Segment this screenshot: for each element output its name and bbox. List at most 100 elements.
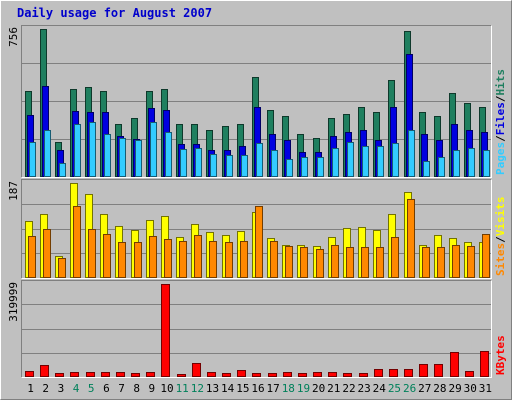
bar-kbytes-12 — [192, 363, 201, 377]
x-tick-label: 3 — [58, 382, 65, 395]
bar-kbytes-20 — [313, 372, 322, 377]
bar-sites-26 — [407, 199, 415, 278]
bar-sites-27 — [422, 247, 430, 278]
bar-kbytes-22 — [343, 373, 352, 377]
bar-pages-11 — [180, 149, 187, 177]
bar-sites-3 — [58, 258, 66, 278]
bar-kbytes-14 — [222, 373, 231, 377]
bar-pages-16 — [256, 143, 263, 177]
legend-label: / — [494, 236, 507, 243]
x-tick-label: 30 — [464, 382, 477, 395]
bar-pages-24 — [377, 146, 384, 177]
x-tick-label: 17 — [267, 382, 280, 395]
bar-pages-5 — [89, 122, 96, 177]
bar-pages-17 — [271, 150, 278, 177]
bar-pages-31 — [483, 150, 490, 177]
bar-sites-31 — [482, 234, 490, 278]
bar-kbytes-11 — [177, 374, 186, 377]
bar-sites-21 — [331, 245, 339, 278]
bar-sites-23 — [361, 247, 369, 278]
x-tick-label: 26 — [403, 382, 416, 395]
panel-border-dark — [21, 179, 492, 279]
x-tick-label: 31 — [479, 382, 492, 395]
bar-kbytes-21 — [328, 372, 337, 377]
bar-pages-1 — [29, 142, 36, 177]
series-kbytes — [25, 284, 489, 377]
bar-pages-20 — [317, 157, 324, 177]
bar-kbytes-4 — [70, 372, 79, 377]
bar-kbytes-24 — [374, 369, 383, 377]
bar-kbytes-23 — [359, 373, 368, 377]
side-legend-requests: Pages/Files/Hits — [494, 69, 507, 175]
chart-title: Daily usage for August 2007 — [17, 6, 212, 20]
bar-kbytes-5 — [86, 372, 95, 377]
x-tick-label: 27 — [418, 382, 431, 395]
x-tick-label: 1 — [27, 382, 34, 395]
x-tick-label: 20 — [312, 382, 325, 395]
bar-sites-9 — [149, 236, 157, 278]
bar-sites-8 — [134, 242, 142, 278]
panel-border-dark — [21, 280, 492, 378]
x-tick-label: 24 — [373, 382, 387, 395]
bar-pages-8 — [135, 140, 142, 177]
side-legend-visits: Sites/Visits — [494, 197, 507, 277]
x-tick-label: 11 — [176, 382, 189, 395]
bar-sites-1 — [28, 236, 36, 278]
bar-pages-21 — [332, 148, 339, 177]
bar-kbytes-28 — [434, 364, 443, 377]
bar-pages-15 — [241, 155, 248, 177]
side-legend-kbytes: KBytes — [494, 335, 507, 375]
bar-pages-28 — [438, 157, 445, 177]
x-tick-label: 29 — [448, 382, 461, 395]
x-tick-label: 15 — [236, 382, 249, 395]
bar-sites-16 — [255, 206, 263, 278]
bar-sites-19 — [300, 247, 308, 278]
bar-kbytes-3 — [55, 373, 64, 377]
bar-sites-18 — [285, 246, 293, 278]
bar-sites-15 — [240, 241, 248, 278]
title-area: Daily usage for August 2007 — [17, 6, 212, 20]
bar-pages-2 — [44, 130, 51, 177]
y-axis-max-label: 319999 — [7, 282, 20, 322]
bar-pages-27 — [423, 161, 430, 177]
bar-sites-5 — [88, 229, 96, 278]
bar-sites-12 — [194, 235, 202, 278]
panel-border-light — [21, 25, 492, 178]
x-tick-label: 4 — [73, 382, 80, 395]
bar-kbytes-27 — [419, 364, 428, 377]
x-tick-label: 9 — [149, 382, 156, 395]
bar-pages-19 — [301, 157, 308, 177]
bar-sites-11 — [179, 241, 187, 278]
legend-label: Files — [494, 102, 507, 135]
y-axis-max-label: 187 — [7, 181, 20, 201]
bar-pages-30 — [468, 148, 475, 177]
bar-sites-28 — [437, 247, 445, 278]
x-tick-label: 21 — [327, 382, 340, 395]
x-tick-label: 18 — [282, 382, 295, 395]
x-tick-label: 6 — [103, 382, 110, 395]
bar-pages-13 — [210, 154, 217, 177]
bar-sites-29 — [452, 245, 460, 278]
bar-sites-24 — [376, 247, 384, 278]
bar-sites-13 — [209, 241, 217, 278]
bar-sites-22 — [346, 247, 354, 278]
x-tick-label: 7 — [118, 382, 125, 395]
x-tick-label: 10 — [160, 382, 173, 395]
x-tick-label: 22 — [342, 382, 355, 395]
bar-sites-20 — [316, 249, 324, 278]
bar-sites-14 — [225, 242, 233, 278]
bar-sites-25 — [391, 237, 399, 278]
bar-kbytes-13 — [207, 372, 216, 377]
legend-label: Visits — [494, 197, 507, 237]
bar-pages-6 — [104, 134, 111, 177]
bar-pages-22 — [347, 142, 354, 177]
bar-kbytes-9 — [146, 372, 155, 377]
legend-label: Sites — [494, 243, 507, 276]
bar-pages-12 — [195, 148, 202, 177]
series-sites — [28, 199, 490, 278]
bar-kbytes-31 — [480, 351, 489, 377]
bar-kbytes-15 — [237, 370, 246, 377]
panel-border-dark — [21, 25, 492, 178]
